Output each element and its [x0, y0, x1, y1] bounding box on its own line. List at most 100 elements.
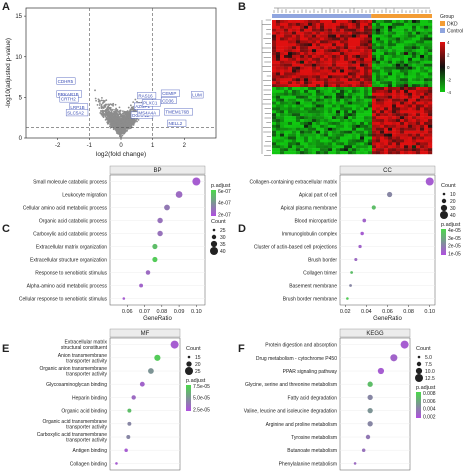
heatmap-cell: [356, 63, 361, 67]
gene-label: CEMIP: [162, 91, 176, 96]
heatmap-cell: [352, 84, 357, 88]
heatmap-cell: [380, 124, 385, 128]
heatmap-cell: [348, 28, 353, 32]
heatmap-cell: [360, 34, 365, 38]
heatmap-cell: [384, 121, 389, 126]
volcano-point: [99, 102, 101, 105]
heatmap-cell: [304, 63, 309, 67]
heatmap-cell: [284, 72, 289, 76]
heatmap-cell: [400, 98, 405, 102]
heatmap-cell: [420, 110, 425, 114]
heatmap-cell: [396, 101, 401, 105]
heatmap-cell: [348, 136, 353, 140]
heatmap-cell: [292, 72, 297, 76]
heatmap-cell: [324, 20, 329, 24]
heatmap-cell: [316, 75, 321, 79]
heatmap-cell: [316, 63, 321, 67]
heatmap-cell: [424, 25, 429, 29]
heatmap-cell: [308, 95, 313, 99]
heatmap-cell: [316, 84, 321, 88]
volcano-point: [124, 116, 126, 119]
heatmap-cell: [404, 142, 409, 146]
heatmap-cell: [348, 46, 353, 50]
heatmap-cell: [284, 63, 289, 67]
heatmap-cell: [280, 57, 285, 61]
heatmap-cell: [360, 92, 365, 96]
heatmap-cell: [324, 101, 329, 105]
dot: [360, 231, 364, 236]
heatmap-cell: [392, 43, 397, 47]
heatmap-cell: [368, 69, 373, 73]
heatmap-cell: [416, 87, 421, 91]
heatmap-cell: [412, 63, 417, 67]
heatmap-cell: [368, 72, 373, 76]
volcano-point: [122, 112, 124, 115]
heatmap-cell: [368, 98, 373, 102]
heatmap-cell: [428, 57, 433, 61]
heatmap-cell: [332, 136, 337, 140]
heatmap-cell: [376, 101, 381, 105]
heatmap-cell: [428, 72, 433, 76]
gene-label: RAS16: [138, 93, 153, 98]
heatmap-cell: [380, 75, 385, 79]
facet-strip: [339, 165, 436, 175]
heatmap-cell: [288, 133, 293, 137]
heatmap-cell: [332, 95, 337, 99]
heatmap-cell: [344, 145, 349, 149]
heatmap-cell: [328, 95, 333, 99]
heatmap-cell: [276, 57, 281, 61]
heatmap-cell: [368, 127, 373, 131]
heatmap-cell: [288, 113, 293, 117]
heatmap-cell: [408, 145, 413, 149]
heatmap-cell: [376, 28, 381, 32]
heatmap-cell: [272, 116, 277, 120]
heatmap-cell: [396, 130, 401, 134]
heatmap-cell: [304, 87, 309, 91]
heatmap-cell: [332, 148, 337, 152]
heatmap-cell: [424, 92, 429, 96]
heatmap-cell: [396, 87, 401, 91]
heatmap-cell: [332, 31, 337, 35]
heatmap-cell: [332, 69, 337, 73]
heatmap-cell: [344, 113, 349, 117]
legend-title-padj: p.adjust: [416, 385, 436, 391]
x-tick-label: 0.08: [403, 309, 414, 315]
heatmap-cell: [364, 49, 369, 53]
heatmap-cell: [364, 95, 369, 99]
heatmap-cell: [412, 57, 417, 61]
category-label: Small molecule catabolic process: [33, 180, 107, 186]
heatmap-cell: [404, 107, 409, 111]
heatmap-cell: [408, 40, 413, 44]
heatmap-cell: [272, 127, 277, 131]
volcano-point: [118, 124, 120, 127]
heatmap-cell: [384, 151, 389, 155]
dot: [390, 354, 398, 362]
heatmap-cell: [400, 60, 405, 64]
heatmap-cell: [404, 121, 409, 126]
heatmap-cell: [364, 20, 369, 24]
heatmap-cell: [344, 66, 349, 70]
heatmap-cell: [320, 101, 325, 105]
heatmap-cell: [396, 49, 401, 53]
volcano-point: [114, 110, 117, 113]
heatmap-cell: [272, 121, 277, 126]
heatmap-cell: [324, 116, 329, 120]
heatmap-cell: [320, 148, 325, 152]
heatmap-cell: [380, 43, 385, 47]
heatmap-cell: [392, 116, 397, 120]
heatmap-cell: [300, 25, 305, 29]
facet-strip: [339, 328, 411, 338]
heatmap-cell: [344, 130, 349, 134]
heatmap-cell: [356, 22, 361, 27]
heatmap-cell: [288, 127, 293, 131]
heatmap-cell: [400, 151, 405, 155]
heatmap-cell: [416, 148, 421, 152]
heatmap-cell: [408, 139, 413, 143]
heatmap-cell: [344, 49, 349, 53]
heatmap-cell: [284, 98, 289, 102]
heatmap-cell: [280, 40, 285, 44]
heatmap-cell: [364, 116, 369, 120]
heatmap-cell: [284, 84, 289, 88]
heatmap-cell: [272, 92, 277, 96]
heatmap-cell: [356, 78, 361, 82]
